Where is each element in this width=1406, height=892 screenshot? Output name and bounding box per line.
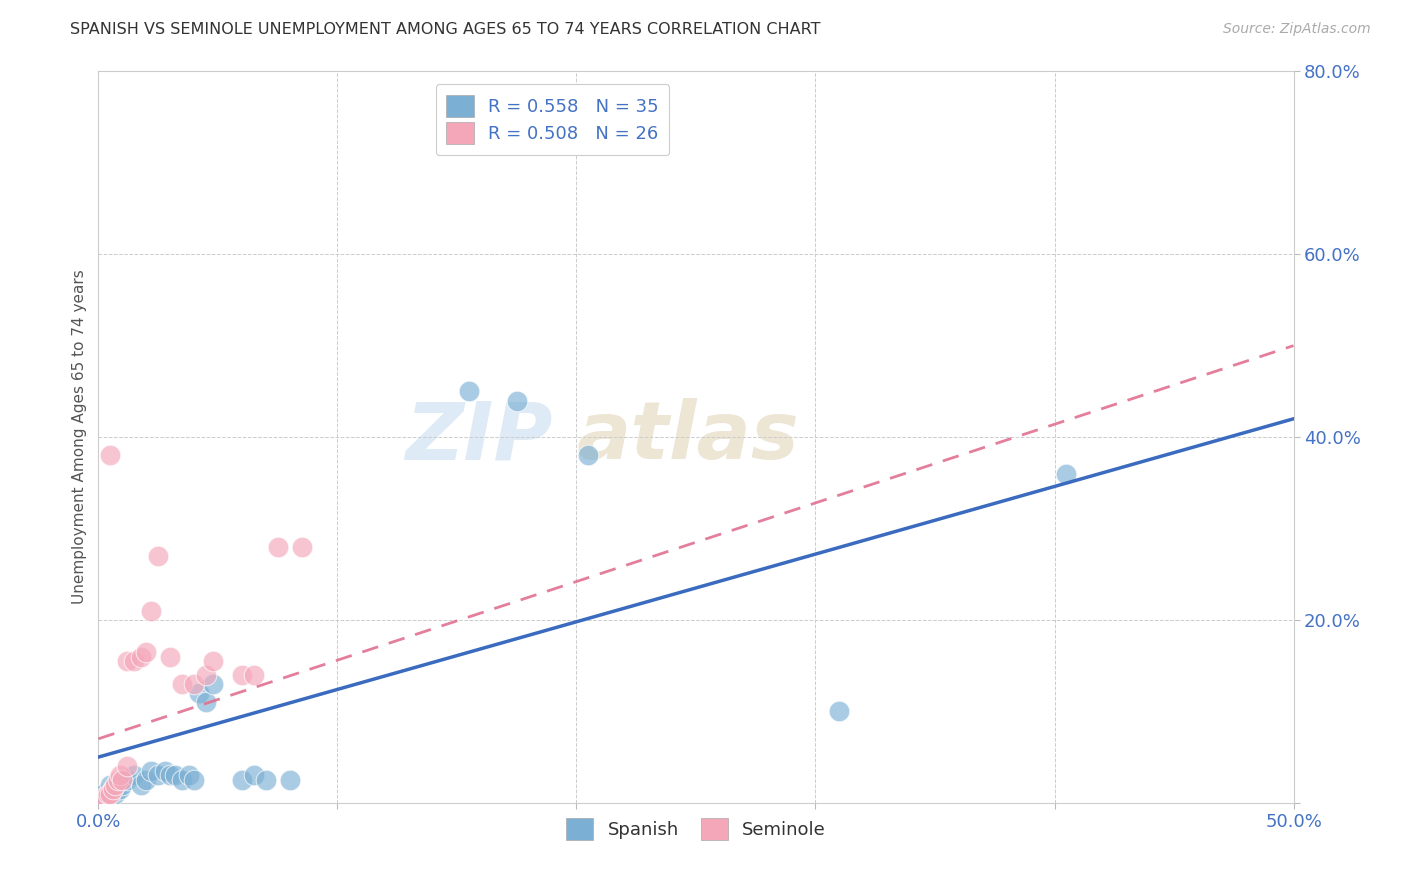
Point <box>163 768 186 782</box>
Point <box>291 540 314 554</box>
Point <box>1056 467 1078 481</box>
Point <box>98 787 122 801</box>
Point <box>139 764 162 778</box>
Point <box>183 677 205 691</box>
Point <box>172 677 194 691</box>
Text: Source: ZipAtlas.com: Source: ZipAtlas.com <box>1223 22 1371 37</box>
Point <box>115 654 138 668</box>
Point <box>179 768 201 782</box>
Point <box>828 705 851 719</box>
Point <box>278 772 301 787</box>
Point <box>107 772 129 787</box>
Point <box>111 772 134 787</box>
Point <box>135 645 157 659</box>
Point <box>202 654 225 668</box>
Point <box>107 778 129 792</box>
Point <box>139 604 162 618</box>
Point <box>94 791 117 805</box>
Point <box>148 768 170 782</box>
Point <box>195 667 218 681</box>
Point <box>97 787 120 801</box>
Point <box>94 791 117 805</box>
Point <box>104 787 127 801</box>
Point <box>254 772 277 787</box>
Point <box>90 791 112 805</box>
Point <box>104 778 127 792</box>
Point <box>243 667 266 681</box>
Text: atlas: atlas <box>576 398 799 476</box>
Point <box>159 768 181 782</box>
Point <box>108 768 131 782</box>
Point <box>98 787 122 801</box>
Point <box>267 540 290 554</box>
Point <box>231 667 253 681</box>
Point <box>98 778 122 792</box>
Point <box>115 759 138 773</box>
Point <box>155 764 177 778</box>
Point <box>172 772 194 787</box>
Point <box>101 782 124 797</box>
Point <box>578 448 600 462</box>
Point <box>111 778 134 792</box>
Point <box>195 695 218 709</box>
Point <box>159 649 181 664</box>
Point <box>458 384 481 399</box>
Point <box>131 649 153 664</box>
Point <box>131 778 153 792</box>
Point <box>91 791 114 805</box>
Point <box>135 772 157 787</box>
Point <box>101 782 124 797</box>
Point <box>115 772 138 787</box>
Point <box>231 772 253 787</box>
Y-axis label: Unemployment Among Ages 65 to 74 years: Unemployment Among Ages 65 to 74 years <box>72 269 87 605</box>
Point <box>506 393 529 408</box>
Point <box>183 772 205 787</box>
Point <box>97 789 120 803</box>
Point <box>243 768 266 782</box>
Point <box>124 654 146 668</box>
Point <box>124 768 146 782</box>
Point <box>187 686 209 700</box>
Text: SPANISH VS SEMINOLE UNEMPLOYMENT AMONG AGES 65 TO 74 YEARS CORRELATION CHART: SPANISH VS SEMINOLE UNEMPLOYMENT AMONG A… <box>70 22 821 37</box>
Point <box>91 787 114 801</box>
Legend: Spanish, Seminole: Spanish, Seminole <box>557 808 835 848</box>
Text: ZIP: ZIP <box>405 398 553 476</box>
Point <box>148 549 170 563</box>
Point <box>108 782 131 797</box>
Point <box>98 448 122 462</box>
Point <box>202 677 225 691</box>
